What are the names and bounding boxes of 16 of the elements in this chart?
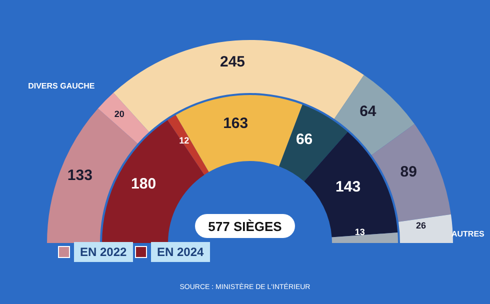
- data-label: 66: [296, 130, 313, 148]
- data-label: 26: [416, 220, 426, 231]
- data-label: 133: [67, 166, 92, 184]
- data-label: 89: [400, 163, 417, 180]
- data-label: 12: [179, 135, 190, 146]
- data-label: 20: [114, 109, 124, 120]
- legend-label: EN 2024: [151, 242, 210, 262]
- data-label: 163: [223, 114, 248, 132]
- data-label: 64: [360, 102, 377, 120]
- legend-label: EN 2022: [74, 242, 133, 262]
- data-label: 180: [131, 175, 156, 192]
- data-label: 143: [336, 178, 361, 196]
- slice-label: DIVERS GAUCHE: [28, 81, 96, 90]
- text: 577 SIÈGES: [195, 214, 295, 238]
- data-label: 245: [220, 53, 246, 70]
- data-label: 13: [354, 227, 365, 237]
